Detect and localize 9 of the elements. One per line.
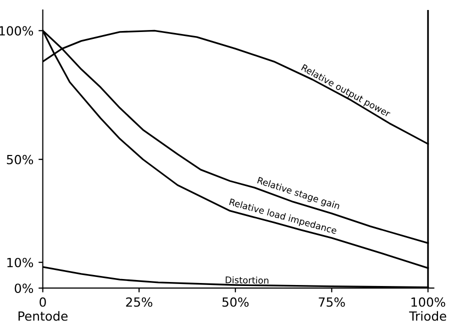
y-tick-label: 0% [14,284,34,294]
annotation: Distortion [226,276,268,284]
x-tick-label: 25% [126,297,152,307]
x-tick-label: 75% [318,297,345,307]
x-tick-label: 100% Triode [409,297,446,321]
x-tick-label: 0 Pentode [18,297,68,321]
y-tick-label: 50% [6,154,34,164]
y-tick-label: 10% [7,258,34,268]
x-tick-label: 50% [222,297,249,307]
